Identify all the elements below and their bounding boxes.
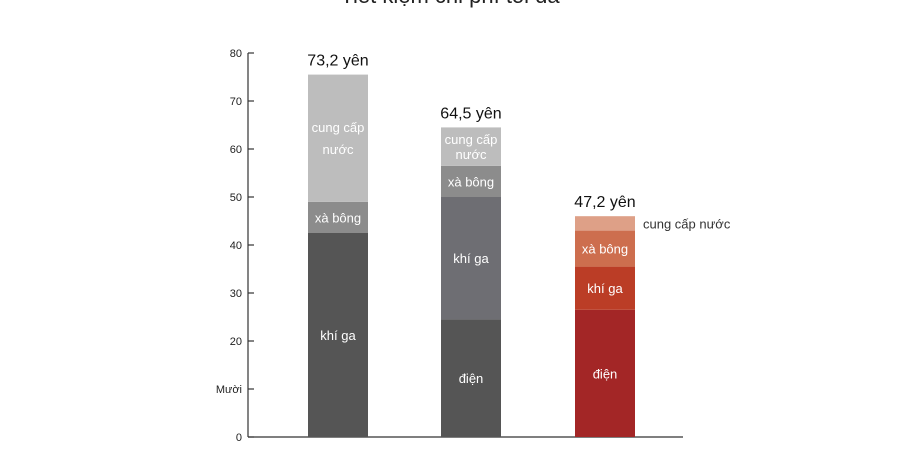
segment-label-line: khí ga (453, 251, 489, 266)
y-tick-label: 70 (230, 96, 242, 108)
segment-label: cung cấp nước (312, 120, 365, 157)
segment-label-line: điện (593, 366, 618, 381)
segment-label: điện (593, 366, 618, 381)
segment-label: điện (459, 371, 484, 386)
bar-total-label: 64,5 yên (440, 105, 501, 122)
bar-segment (575, 266, 635, 310)
bar-segment (575, 230, 635, 267)
y-tick-label: 0 (236, 432, 242, 444)
chart-title: Tiết kiệm chi phí tối đa (0, 0, 900, 9)
bar-segment (308, 201, 368, 233)
segment-label-line: xà bông (582, 242, 628, 257)
bar-segment (575, 216, 635, 231)
bar-segment (575, 309, 635, 437)
segment-label-line: cung cấp (312, 120, 365, 135)
bar-segment (441, 319, 501, 437)
segment-label: khí ga (320, 328, 356, 343)
y-tick-label: 60 (230, 144, 242, 156)
bar-total-label: 73,2 yên (307, 53, 368, 70)
segment-label-line: nước (456, 147, 487, 162)
segment-label-line: xà bông (448, 174, 494, 189)
segment-label-line: điện (459, 371, 484, 386)
bar-segment (308, 74, 368, 202)
y-tick-label: 80 (230, 48, 242, 60)
y-tick-label: 50 (230, 192, 242, 204)
bar-segment (441, 197, 501, 320)
bar-segment (308, 233, 368, 437)
bar-total-label: 47,2 yên (574, 194, 635, 211)
y-tick-label: 40 (230, 240, 242, 252)
segment-label: xà bông (582, 242, 628, 257)
y-tick-label: Mười (216, 384, 242, 396)
segment-label-line: khí ga (587, 281, 623, 296)
y-tick-label: 20 (230, 336, 242, 348)
segment-label-line: xà bông (315, 210, 361, 225)
bar-segment (441, 127, 501, 166)
segment-label: khí ga (587, 281, 623, 296)
segment-label-line: cung cấp (445, 132, 498, 147)
segment-label: xà bông (448, 174, 494, 189)
segment-label: cung cấp nước (445, 132, 498, 162)
segment-label: khí ga (453, 251, 489, 266)
segment-label-line: nước (323, 142, 354, 157)
y-tick-label: 30 (230, 288, 242, 300)
segment-label: xà bông (315, 210, 361, 225)
segment-label-line: khí ga (320, 328, 356, 343)
segment-label: cung cấp nước (643, 216, 731, 231)
bar-segment (441, 165, 501, 197)
